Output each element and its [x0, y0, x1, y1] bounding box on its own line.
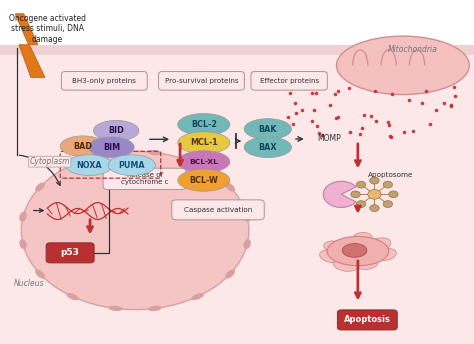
Ellipse shape — [108, 306, 122, 311]
Text: BAK: BAK — [258, 125, 277, 133]
Text: BAX: BAX — [258, 143, 277, 152]
Ellipse shape — [244, 119, 292, 139]
Circle shape — [356, 201, 366, 207]
Ellipse shape — [19, 212, 27, 222]
FancyBboxPatch shape — [251, 72, 327, 90]
Ellipse shape — [66, 161, 79, 168]
Circle shape — [389, 191, 398, 198]
Text: BID: BID — [108, 126, 124, 135]
Ellipse shape — [108, 155, 155, 175]
Ellipse shape — [355, 257, 378, 269]
Ellipse shape — [108, 150, 122, 155]
FancyBboxPatch shape — [0, 45, 474, 55]
Ellipse shape — [342, 244, 367, 257]
FancyBboxPatch shape — [172, 200, 264, 220]
Ellipse shape — [178, 169, 230, 191]
Circle shape — [351, 191, 360, 198]
Circle shape — [383, 201, 392, 207]
FancyBboxPatch shape — [103, 168, 186, 190]
Text: Apoptosome: Apoptosome — [368, 172, 414, 179]
Ellipse shape — [324, 241, 349, 254]
Ellipse shape — [60, 136, 106, 157]
Ellipse shape — [327, 237, 389, 266]
Polygon shape — [15, 14, 45, 77]
Ellipse shape — [178, 114, 230, 136]
Text: MCL-1: MCL-1 — [190, 138, 218, 147]
Text: Apoptosis: Apoptosis — [344, 315, 391, 324]
FancyBboxPatch shape — [337, 310, 397, 330]
Text: Oncogene activated
stress stimuli, DNA
damage: Oncogene activated stress stimuli, DNA d… — [9, 14, 86, 44]
Ellipse shape — [35, 269, 45, 279]
Ellipse shape — [178, 132, 230, 154]
Ellipse shape — [337, 36, 469, 95]
FancyBboxPatch shape — [0, 45, 474, 344]
Ellipse shape — [225, 182, 235, 192]
Text: BAD: BAD — [73, 142, 92, 151]
Ellipse shape — [353, 233, 372, 242]
FancyBboxPatch shape — [0, 0, 474, 46]
Text: Release of
cytochrome c: Release of cytochrome c — [121, 172, 168, 185]
Ellipse shape — [21, 151, 249, 310]
Ellipse shape — [148, 306, 162, 311]
Ellipse shape — [66, 293, 79, 300]
Text: BCL-W: BCL-W — [190, 176, 218, 185]
Ellipse shape — [319, 250, 339, 262]
Ellipse shape — [363, 238, 391, 254]
Ellipse shape — [148, 150, 162, 155]
Text: Effector proteins: Effector proteins — [260, 78, 319, 84]
Text: p53: p53 — [61, 248, 80, 257]
FancyBboxPatch shape — [46, 243, 94, 263]
Ellipse shape — [93, 120, 139, 141]
Text: Nucleus: Nucleus — [14, 279, 45, 288]
Ellipse shape — [89, 137, 134, 158]
Text: BCL-XL: BCL-XL — [190, 159, 218, 165]
Text: Caspase activation: Caspase activation — [184, 207, 252, 213]
Circle shape — [370, 205, 379, 212]
Ellipse shape — [225, 269, 235, 279]
FancyBboxPatch shape — [62, 72, 147, 90]
FancyBboxPatch shape — [158, 72, 245, 90]
Ellipse shape — [244, 239, 251, 249]
Text: BH3-only proteins: BH3-only proteins — [73, 78, 136, 84]
Text: Cytoplasm: Cytoplasm — [29, 157, 70, 166]
Circle shape — [356, 181, 366, 188]
Ellipse shape — [35, 182, 45, 192]
Ellipse shape — [191, 293, 204, 300]
Ellipse shape — [333, 257, 359, 271]
Wedge shape — [323, 181, 356, 207]
Text: NOXA: NOXA — [76, 161, 102, 170]
Ellipse shape — [244, 137, 292, 158]
Ellipse shape — [244, 212, 251, 222]
Ellipse shape — [376, 249, 396, 260]
Text: MOMP: MOMP — [318, 135, 341, 143]
Circle shape — [368, 190, 381, 199]
Circle shape — [383, 181, 392, 188]
Ellipse shape — [65, 155, 113, 175]
Text: BCL-2: BCL-2 — [191, 120, 217, 129]
Ellipse shape — [19, 239, 27, 249]
Text: Mitochondria: Mitochondria — [388, 45, 437, 54]
Circle shape — [370, 177, 379, 184]
Text: PUMA: PUMA — [118, 161, 145, 170]
Text: BIM: BIM — [103, 143, 120, 152]
Text: Pro-survival proteins: Pro-survival proteins — [164, 78, 238, 84]
Ellipse shape — [191, 161, 204, 168]
Ellipse shape — [178, 151, 230, 173]
